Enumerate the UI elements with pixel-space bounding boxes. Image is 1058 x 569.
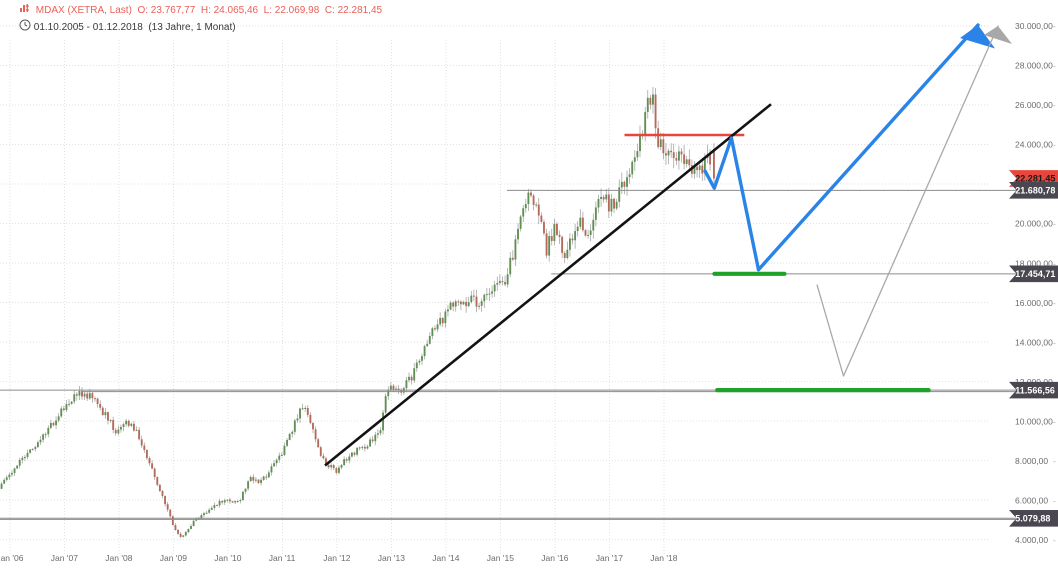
svg-text:30.000,00: 30.000,00 [1015,21,1053,31]
svg-text:Jan '13: Jan '13 [378,553,405,563]
svg-text:16.000,00: 16.000,00 [1015,298,1053,308]
svg-text:4.000,00: 4.000,00 [1015,535,1048,545]
svg-text:10.000,00: 10.000,00 [1015,416,1053,426]
svg-text:6.000,00: 6.000,00 [1015,495,1048,505]
svg-text:Jan '08: Jan '08 [105,553,132,563]
svg-text:11.566,56: 11.566,56 [1015,385,1055,395]
svg-text:Jan '17: Jan '17 [596,553,623,563]
svg-text:17.454,71: 17.454,71 [1015,269,1055,279]
svg-text:-: - [1053,100,1056,110]
svg-text:24.000,00: 24.000,00 [1015,140,1053,150]
svg-text:20.000,00: 20.000,00 [1015,219,1053,229]
svg-text:14.000,00: 14.000,00 [1015,337,1053,347]
svg-text:21.680,78: 21.680,78 [1015,186,1055,196]
svg-text:Jan '11: Jan '11 [269,553,296,563]
svg-text:Jan '09: Jan '09 [160,553,187,563]
svg-text:8.000,00: 8.000,00 [1015,456,1048,466]
svg-text:Jan '18: Jan '18 [650,553,677,563]
svg-text:Jan '16: Jan '16 [541,553,568,563]
svg-text:Jan '14: Jan '14 [432,553,459,563]
svg-text:Jan '12: Jan '12 [323,553,350,563]
svg-text:-: - [1053,61,1056,71]
svg-text:Jan '07: Jan '07 [51,553,78,563]
svg-text:-: - [1053,219,1056,229]
svg-text:Jan '06: Jan '06 [0,553,24,563]
svg-text:-: - [1053,495,1056,505]
svg-text:-: - [1053,456,1056,466]
svg-text:-: - [1053,298,1056,308]
svg-text:-: - [1053,21,1056,31]
svg-text:26.000,00: 26.000,00 [1015,100,1053,110]
svg-text:Jan '10: Jan '10 [214,553,241,563]
svg-text:Jan '15: Jan '15 [487,553,514,563]
svg-text:-: - [1053,416,1056,426]
svg-text:-: - [1053,337,1056,347]
svg-text:-: - [1053,535,1056,545]
svg-text:-: - [1053,140,1056,150]
svg-text:28.000,00: 28.000,00 [1015,61,1053,71]
svg-text:5.079,88: 5.079,88 [1015,513,1050,523]
